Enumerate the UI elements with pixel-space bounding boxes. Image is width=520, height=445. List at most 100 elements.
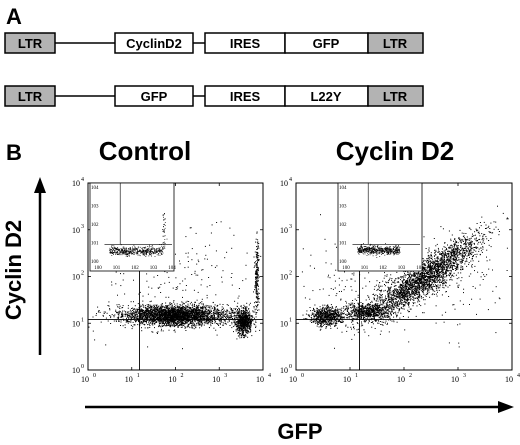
event-dot (189, 311, 191, 313)
inset-event-dot (161, 254, 163, 255)
event-dot (205, 316, 207, 318)
event-dot (174, 329, 176, 331)
event-dot (136, 311, 138, 313)
event-dot (148, 320, 150, 322)
event-dot (210, 305, 212, 307)
event-dot (217, 313, 219, 315)
event-dot (256, 276, 258, 278)
inset-event-dot (123, 246, 125, 248)
y-tick-label: 10 (280, 226, 288, 235)
event-dot (185, 252, 187, 254)
event-dot (191, 259, 193, 261)
event-dot (167, 317, 169, 319)
event-dot (217, 309, 218, 311)
event-dot (231, 318, 233, 320)
event-dot (206, 286, 208, 288)
event-dot (208, 311, 210, 313)
event-dot (173, 321, 175, 323)
inset-event-dot (136, 249, 137, 250)
event-dot (138, 321, 140, 323)
event-dot (153, 313, 155, 315)
event-dot (140, 312, 142, 314)
inset-event-dot (149, 248, 151, 250)
inset-event-dot (143, 253, 144, 255)
event-dot (99, 311, 101, 313)
event-dot (177, 314, 179, 316)
event-dot (256, 282, 258, 284)
event-dot (239, 325, 241, 326)
event-dot (245, 335, 247, 337)
event-dot (149, 313, 151, 314)
event-dot (147, 308, 149, 310)
event-dot (369, 310, 371, 312)
event-dot (197, 320, 199, 322)
event-dot (217, 315, 219, 317)
event-dot (125, 320, 127, 321)
inset-event-dot (164, 227, 166, 229)
event-dot (256, 284, 258, 286)
event-dot (157, 310, 158, 312)
event-dot (145, 309, 147, 311)
event-dot (180, 314, 182, 315)
event-dot (239, 337, 241, 339)
event-dot (205, 254, 207, 256)
inset-event-dot (159, 252, 161, 253)
event-dot (172, 320, 174, 322)
event-dot (201, 279, 203, 281)
event-dot (199, 317, 201, 319)
event-dot (257, 277, 259, 279)
inset-event-dot (145, 252, 147, 253)
event-dot (236, 321, 238, 323)
inset-event-dot (109, 252, 111, 254)
event-dot (167, 307, 169, 309)
inset-event-dot (148, 252, 150, 254)
event-dot (391, 302, 392, 304)
event-dot (186, 309, 188, 311)
event-dot (116, 312, 118, 314)
event-dot (209, 311, 211, 313)
event-dot (219, 323, 221, 325)
inset-event-dot (109, 252, 111, 253)
inset-event-dot (133, 250, 134, 252)
event-dot (437, 273, 439, 275)
inset-event-dot (162, 235, 164, 237)
event-dot (152, 311, 154, 313)
inset-event-dot (162, 242, 164, 244)
event-dot (204, 320, 206, 322)
event-dot (231, 312, 233, 314)
event-dot (257, 257, 259, 259)
event-dot (118, 304, 120, 305)
event-dot (161, 320, 163, 322)
event-dot (244, 310, 246, 312)
event-dot (231, 327, 233, 329)
event-dot (129, 313, 131, 315)
event-dot (167, 307, 169, 309)
event-dot (218, 319, 220, 321)
event-dot (206, 294, 208, 296)
event-dot (118, 306, 120, 308)
event-dot (239, 315, 240, 317)
event-dot (239, 309, 240, 311)
event-dot (132, 314, 134, 316)
event-dot (130, 324, 132, 326)
event-dot (173, 324, 175, 326)
event-dot (173, 308, 175, 310)
event-dot (150, 305, 152, 307)
inset-event-dot (112, 251, 113, 253)
y-tick-label: 10 (72, 179, 80, 188)
event-dot (190, 309, 192, 310)
y-tick-label: 10 (72, 366, 80, 375)
event-dot (201, 298, 203, 300)
event-dot (177, 316, 179, 318)
event-dot (343, 312, 345, 314)
event-dot (130, 320, 132, 322)
inset-event-dot (153, 252, 155, 254)
event-dot (171, 317, 172, 319)
event-dot (187, 305, 188, 307)
inset-event-dot (163, 219, 165, 221)
event-dot (194, 308, 196, 310)
event-dot (170, 309, 172, 310)
event-dot (218, 325, 220, 326)
event-dot (152, 310, 154, 312)
event-dot (244, 320, 245, 322)
